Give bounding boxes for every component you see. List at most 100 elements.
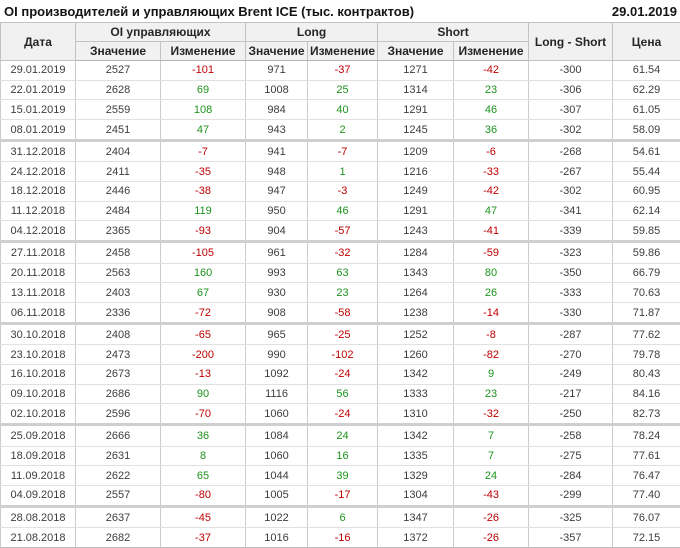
cell-long: 984 bbox=[245, 99, 309, 120]
cell-oi: 2404 bbox=[75, 140, 161, 163]
table-row: 18.09.2018 2631 8 1060 16 1335 7 -275 77.61 bbox=[0, 446, 680, 467]
table-row: 16.10.2018 2673 -13 1092 -24 1342 9 -249 80.43 bbox=[0, 364, 680, 385]
cell-price: 77.40 bbox=[612, 485, 680, 509]
cell-long_chg: 1 bbox=[307, 161, 379, 182]
cell-long: 943 bbox=[245, 119, 309, 143]
cell-short: 1264 bbox=[377, 282, 455, 303]
cell-oi_chg: 67 bbox=[159, 282, 247, 303]
table-row: 08.01.2019 2451 47 943 2 1245 36 -302 58.09 bbox=[0, 119, 680, 143]
cell-ls: -325 bbox=[528, 506, 614, 529]
cell-short_chg: -59 bbox=[453, 241, 530, 264]
cell-long: 908 bbox=[245, 302, 309, 326]
header-date: Дата bbox=[0, 22, 76, 61]
header-group-short: Short bbox=[377, 22, 530, 42]
cell-price: 76.07 bbox=[612, 506, 680, 529]
cell-short: 1260 bbox=[377, 344, 455, 365]
title-bar: OI производителей и управляющих Brent IC… bbox=[0, 0, 680, 22]
table-body: 29.01.2019 2527 -101 971 -37 1271 -42 -300 61.54… bbox=[0, 60, 680, 548]
cell-oi: 2408 bbox=[75, 323, 161, 346]
cell-date: 20.11.2018 bbox=[0, 263, 76, 284]
cell-short: 1238 bbox=[377, 302, 455, 326]
cell-date: 27.11.2018 bbox=[0, 241, 76, 264]
cell-oi: 2559 bbox=[75, 99, 161, 120]
header-oi-change: Изменение bbox=[159, 41, 247, 61]
cell-oi: 2451 bbox=[75, 119, 161, 143]
cell-long: 1116 bbox=[245, 384, 309, 405]
cell-long_chg: -16 bbox=[307, 527, 379, 548]
cell-short: 1310 bbox=[377, 403, 455, 427]
cell-oi_chg: -65 bbox=[159, 323, 247, 346]
cell-short: 1271 bbox=[377, 60, 455, 81]
cell-oi_chg: -13 bbox=[159, 364, 247, 385]
cell-long_chg: 63 bbox=[307, 263, 379, 284]
cell-long: 1092 bbox=[245, 364, 309, 385]
cell-oi: 2637 bbox=[75, 506, 161, 529]
cell-price: 72.15 bbox=[612, 527, 680, 548]
cell-date: 29.01.2019 bbox=[0, 60, 76, 81]
cell-ls: -330 bbox=[528, 302, 614, 326]
cell-short_chg: 36 bbox=[453, 119, 530, 143]
cell-ls: -287 bbox=[528, 323, 614, 346]
cell-long_chg: 23 bbox=[307, 282, 379, 303]
cell-short_chg: -8 bbox=[453, 323, 530, 346]
cell-long_chg: -24 bbox=[307, 403, 379, 427]
cell-short_chg: -14 bbox=[453, 302, 530, 326]
cell-price: 78.24 bbox=[612, 424, 680, 447]
cell-oi: 2596 bbox=[75, 403, 161, 427]
cell-oi_chg: -101 bbox=[159, 60, 247, 81]
cell-oi_chg: -70 bbox=[159, 403, 247, 427]
cell-oi_chg: 108 bbox=[159, 99, 247, 120]
cell-price: 59.85 bbox=[612, 220, 680, 244]
header-group-oi: OI управляющих bbox=[74, 22, 247, 42]
table-row: 28.08.2018 2637 -45 1022 6 1347 -26 -325 76.07 bbox=[0, 506, 680, 529]
header-long-value: Значение bbox=[245, 41, 309, 61]
cell-date: 06.11.2018 bbox=[0, 302, 76, 326]
cell-price: 61.54 bbox=[612, 60, 680, 81]
cell-oi_chg: -72 bbox=[159, 302, 247, 326]
oi-table: Дата OI управляющих Long Short Long - Sh… bbox=[0, 22, 680, 548]
cell-price: 62.14 bbox=[612, 201, 680, 222]
cell-price: 70.63 bbox=[612, 282, 680, 303]
cell-price: 60.95 bbox=[612, 181, 680, 202]
cell-ls: -284 bbox=[528, 465, 614, 486]
cell-oi: 2563 bbox=[75, 263, 161, 284]
cell-ls: -270 bbox=[528, 344, 614, 365]
cell-date: 21.08.2018 bbox=[0, 527, 76, 548]
cell-short: 1291 bbox=[377, 201, 455, 222]
cell-short: 1342 bbox=[377, 424, 455, 447]
cell-ls: -249 bbox=[528, 364, 614, 385]
cell-date: 30.10.2018 bbox=[0, 323, 76, 346]
cell-ls: -217 bbox=[528, 384, 614, 405]
cell-oi: 2458 bbox=[75, 241, 161, 264]
cell-ls: -307 bbox=[528, 99, 614, 120]
cell-date: 28.08.2018 bbox=[0, 506, 76, 529]
cell-oi_chg: 65 bbox=[159, 465, 247, 486]
cell-short_chg: 47 bbox=[453, 201, 530, 222]
table-row: 29.01.2019 2527 -101 971 -37 1271 -42 -300 61.54 bbox=[0, 60, 680, 81]
cell-long: 904 bbox=[245, 220, 309, 244]
cell-long_chg: -102 bbox=[307, 344, 379, 365]
cell-oi_chg: -200 bbox=[159, 344, 247, 365]
cell-short_chg: -33 bbox=[453, 161, 530, 182]
cell-oi: 2527 bbox=[75, 60, 161, 81]
cell-long: 941 bbox=[245, 140, 309, 163]
cell-short: 1347 bbox=[377, 506, 455, 529]
cell-date: 15.01.2019 bbox=[0, 99, 76, 120]
cell-date: 04.12.2018 bbox=[0, 220, 76, 244]
cell-date: 08.01.2019 bbox=[0, 119, 76, 143]
cell-price: 79.78 bbox=[612, 344, 680, 365]
cell-ls: -302 bbox=[528, 119, 614, 143]
cell-price: 66.79 bbox=[612, 263, 680, 284]
cell-short_chg: -42 bbox=[453, 60, 530, 81]
cell-long_chg: 24 bbox=[307, 424, 379, 447]
cell-long: 1044 bbox=[245, 465, 309, 486]
cell-long: 1022 bbox=[245, 506, 309, 529]
cell-long: 990 bbox=[245, 344, 309, 365]
cell-ls: -302 bbox=[528, 181, 614, 202]
cell-ls: -275 bbox=[528, 446, 614, 467]
cell-price: 62.29 bbox=[612, 80, 680, 101]
cell-price: 76.47 bbox=[612, 465, 680, 486]
table-row: 21.08.2018 2682 -37 1016 -16 1372 -26 -357 72.15 bbox=[0, 527, 680, 548]
cell-oi_chg: -7 bbox=[159, 140, 247, 163]
cell-long: 930 bbox=[245, 282, 309, 303]
